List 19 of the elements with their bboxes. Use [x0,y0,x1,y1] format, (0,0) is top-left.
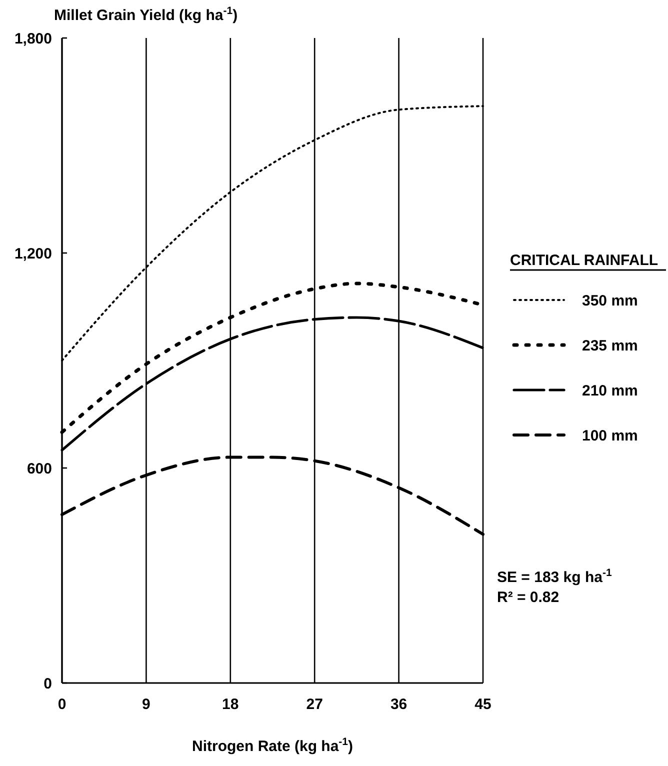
x-tick-label: 18 [222,696,239,713]
legend-title: CRITICAL RAINFALL [510,252,658,269]
text: R² = 0.82 [497,589,560,606]
y-tick-label: 0 [44,675,52,692]
x-tick-label: 9 [142,696,150,713]
y-tick-label: 1,200 [14,245,52,262]
text: SE = 183 kg ha$^{-1}$ [497,567,612,586]
x-tick-label: 36 [390,696,408,713]
legend-label: 350 mm [582,292,638,310]
x-tick-label: 0 [58,696,66,713]
y-axis-title: Millet Grain Yield (kg ha$^{-1}$) [54,5,238,24]
x-axis-title: Nitrogen Rate (kg ha$^{-1}$) [192,736,354,755]
legend-label: 235 mm [582,337,638,354]
x-tick-label: 27 [306,696,323,713]
legend-label: 210 mm [582,382,638,400]
x-tick-label: 45 [474,696,492,713]
y-tick-label: 1,800 [14,30,52,48]
y-tick-label: 600 [26,460,52,478]
legend-label: 100 mm [582,427,638,444]
